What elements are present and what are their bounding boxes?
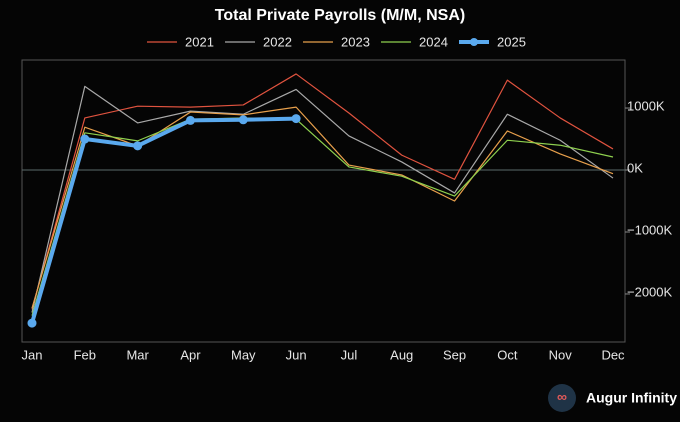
series-line xyxy=(31,117,614,316)
x-tick-label: Dec xyxy=(601,347,625,362)
plot-frame xyxy=(21,59,626,343)
x-tick-label: Sep xyxy=(443,347,466,362)
y-tick-label: −1000K xyxy=(627,222,673,237)
series-line xyxy=(31,106,614,309)
x-tick-label: May xyxy=(231,347,256,362)
watermark: Augur Infinity xyxy=(586,390,677,406)
series-line xyxy=(31,73,614,310)
logo: ∞ xyxy=(548,384,576,412)
y-tick-label: −2000K xyxy=(627,284,673,299)
series-line xyxy=(31,85,614,313)
point xyxy=(185,115,195,125)
series-line xyxy=(30,116,297,324)
y-tick-label: 0K xyxy=(627,160,643,175)
legend-label: 2023 xyxy=(341,34,370,49)
logo-icon xyxy=(548,384,576,412)
x-tick-label: Mar xyxy=(126,347,149,362)
x-tick-label: Jul xyxy=(341,347,358,362)
x-tick-label: Aug xyxy=(390,347,413,362)
y-tick-label: 1000K xyxy=(627,98,665,113)
logo-glyph: ∞ xyxy=(557,389,567,405)
legend-label: 2024 xyxy=(419,34,448,49)
chart-title: Total Private Payrolls (M/M, NSA) xyxy=(215,7,465,24)
legend-label: 2025 xyxy=(497,34,526,49)
point xyxy=(133,141,143,151)
point xyxy=(238,115,248,125)
x-tick-label: Jan xyxy=(22,347,43,362)
x-tick-label: Oct xyxy=(497,347,518,362)
legend-label: 2021 xyxy=(185,34,214,49)
point xyxy=(291,114,301,124)
x-tick-label: Jun xyxy=(286,347,307,362)
legend-label: 2022 xyxy=(263,34,292,49)
point xyxy=(80,134,90,144)
x-tick-label: Feb xyxy=(74,347,96,362)
x-tick-label: Nov xyxy=(549,347,573,362)
legend-marker xyxy=(470,38,478,46)
point xyxy=(27,318,37,328)
x-tick-label: Apr xyxy=(180,347,201,362)
